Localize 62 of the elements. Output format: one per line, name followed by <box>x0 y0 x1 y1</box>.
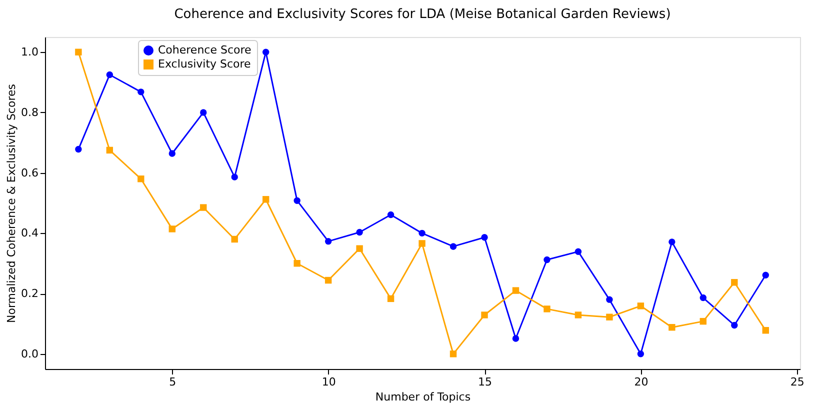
point <box>262 48 270 56</box>
point <box>294 197 300 204</box>
point <box>450 243 457 250</box>
point <box>106 146 114 154</box>
point <box>106 71 114 78</box>
x-tick-label: 5 <box>169 376 176 388</box>
point <box>574 248 582 255</box>
y-tick-label: 0.4 <box>21 226 38 240</box>
legend-label: Coherence Score <box>158 44 252 56</box>
x-tick-label: 10 <box>322 376 336 388</box>
point <box>138 88 144 96</box>
point <box>637 302 644 310</box>
point <box>75 146 82 153</box>
point <box>418 230 426 237</box>
point <box>637 350 644 358</box>
x-tick-label: 20 <box>634 376 648 388</box>
point <box>481 234 488 241</box>
point <box>762 272 769 278</box>
x-tick-label: 25 <box>790 376 804 388</box>
chart-title: Coherence and Exclusivity Scores for LDA (Meise Botanical Garden Reviews) <box>174 7 671 22</box>
legend-label: Exclusivity Score <box>158 58 252 70</box>
point <box>356 228 363 236</box>
point <box>418 240 426 247</box>
y-tick-label: 1.0 <box>21 46 38 59</box>
y-tick-label: 0.0 <box>21 347 38 360</box>
point <box>387 295 394 302</box>
point <box>668 324 676 331</box>
point <box>200 109 207 116</box>
point <box>544 256 550 264</box>
point <box>512 335 520 342</box>
y-tick-label: 0.6 <box>21 166 38 180</box>
point <box>544 306 550 312</box>
point <box>231 174 238 180</box>
point <box>762 327 769 334</box>
point <box>481 312 488 318</box>
point <box>668 238 676 246</box>
point <box>731 322 738 329</box>
point <box>75 48 82 56</box>
x-tick-label: 15 <box>478 376 492 388</box>
point <box>262 196 270 203</box>
point <box>294 260 300 267</box>
point <box>356 245 363 252</box>
point <box>200 204 207 211</box>
point <box>512 287 520 294</box>
y-tick-label: 0.8 <box>21 106 38 119</box>
point <box>606 314 613 320</box>
point <box>700 294 707 302</box>
point <box>324 238 332 245</box>
point <box>138 176 144 182</box>
point <box>387 211 394 218</box>
x-axis-title: Number of Topics <box>375 390 471 404</box>
point <box>168 150 176 157</box>
point <box>450 350 457 358</box>
y-axis-title: Normalized Coherence & Exclusivity Scores <box>5 84 18 323</box>
point <box>168 226 176 232</box>
point <box>606 296 613 303</box>
point <box>574 312 582 318</box>
point <box>324 276 332 284</box>
point <box>731 279 738 286</box>
point <box>231 236 238 243</box>
point <box>700 318 707 325</box>
y-tick-label: 0.2 <box>21 287 38 300</box>
